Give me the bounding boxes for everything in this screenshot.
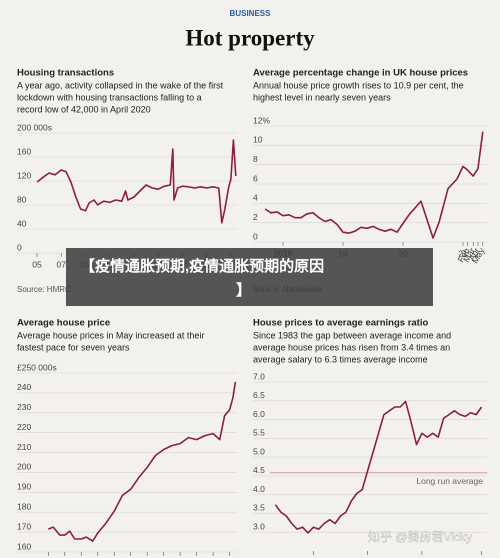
chart-subtitle: lockdown with housing transactions falli… <box>17 92 202 102</box>
y-tick-label: 6 <box>253 173 258 183</box>
chart-subtitle: Since 1983 the gap between average incom… <box>253 330 451 340</box>
y-tick-label: 10 <box>253 135 263 145</box>
chart-subtitle: fastest pace for seven years <box>17 342 130 352</box>
y-tick-label: 160 <box>17 146 31 156</box>
x-tick-label: 07 <box>57 259 67 269</box>
y-tick-label: 240 <box>17 382 31 392</box>
y-tick-label: 200 <box>17 462 31 472</box>
x-tick-label: 21 <box>458 248 468 258</box>
overlay-text: 】 <box>236 281 251 299</box>
chart-subtitle: Average house prices in May increased at… <box>17 330 204 340</box>
y-tick-label: 0 <box>253 231 258 241</box>
y-tick-label: 3.5 <box>253 503 265 513</box>
y-tick-label: 4 <box>253 193 258 203</box>
x-tick-label: 05 <box>32 259 42 269</box>
y-tick-label: 5.5 <box>253 428 265 438</box>
y-tick-label: 7.0 <box>253 371 265 381</box>
y-tick-label: £250 000s <box>17 362 57 372</box>
chart-subtitle: average salary to 6.3 times average inco… <box>253 354 428 364</box>
data-line <box>36 139 237 224</box>
chart-title: House prices to average earnings ratio <box>253 318 428 329</box>
chart-subtitle: highest level in nearly seven years <box>253 92 391 102</box>
section-label: BUSINESS <box>230 9 272 18</box>
y-tick-label: 180 <box>17 501 31 511</box>
overlay-text: 【疫情通胀预期,疫情通胀预期的原因 <box>80 257 324 275</box>
chart-subtitle: average house prices has risen from 3.4 … <box>253 342 450 352</box>
page-title: Hot property <box>185 25 315 50</box>
y-tick-label: 160 <box>17 541 31 551</box>
y-tick-label: 6.5 <box>253 390 265 400</box>
reference-label: Long run average <box>416 476 483 486</box>
data-line <box>47 381 237 542</box>
chart-title: Average house price <box>17 318 110 329</box>
chart-subtitle: Annual house price growth rises to 10.9 … <box>253 80 464 90</box>
data-line <box>274 400 483 534</box>
overlay-banner <box>66 248 433 306</box>
chart-source: Source: HMRC <box>17 285 71 294</box>
y-tick-label: 220 <box>17 422 31 432</box>
y-tick-label: 6.0 <box>253 409 265 419</box>
y-tick-label: 4.5 <box>253 465 265 475</box>
y-tick-label: 170 <box>17 521 31 531</box>
chart-title: Housing transactions <box>17 68 114 79</box>
y-tick-label: 3.0 <box>253 521 265 531</box>
y-tick-label: 5.0 <box>253 446 265 456</box>
y-tick-label: 40 <box>17 218 27 228</box>
chart-subtitle: A year ago, activity collapsed in the wa… <box>17 80 224 90</box>
y-tick-label: 2 <box>253 212 258 222</box>
chart-title: Average percentage change in UK house pr… <box>253 68 468 79</box>
data-line <box>264 131 484 239</box>
y-tick-label: 4.0 <box>253 484 265 494</box>
y-tick-label: 12% <box>253 115 270 125</box>
chart-subtitle: record low of 42,000 in April 2020 <box>17 104 151 114</box>
y-tick-label: 0 <box>17 242 22 252</box>
y-tick-label: 190 <box>17 482 31 492</box>
y-tick-label: 8 <box>253 154 258 164</box>
y-tick-label: 80 <box>17 194 27 204</box>
y-tick-label: 230 <box>17 402 31 412</box>
y-tick-label: 200 000s <box>17 122 52 132</box>
watermark: 知乎 @葵房君Vicky <box>368 529 472 544</box>
y-tick-label: 210 <box>17 442 31 452</box>
overlay: 【疫情通胀预期,疫情通胀预期的原因 】 知乎 @葵房君Vicky <box>66 248 472 544</box>
y-tick-label: 120 <box>17 170 31 180</box>
